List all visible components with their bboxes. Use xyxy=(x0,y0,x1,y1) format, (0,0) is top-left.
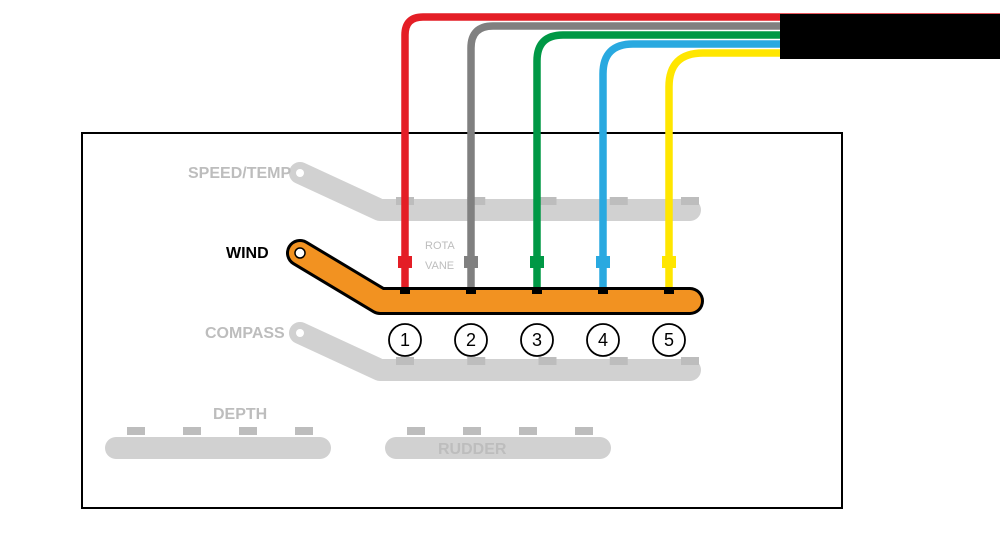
svg-text:5: 5 xyxy=(664,330,674,350)
svg-text:1: 1 xyxy=(400,330,410,350)
port-number-1: 1 xyxy=(389,324,421,356)
svg-text:4: 4 xyxy=(598,330,608,350)
sublabel-vane: VANE xyxy=(425,260,454,272)
label-speed-temp: SPEED/TEMP xyxy=(188,165,291,182)
label-wind: WIND xyxy=(226,245,269,262)
port-marker-3 xyxy=(530,256,544,268)
cable-sheath xyxy=(780,14,1000,59)
port-marker-1 xyxy=(398,256,412,268)
port-marker-4 xyxy=(596,256,610,268)
svg-text:2: 2 xyxy=(466,330,476,350)
port-number-5: 5 xyxy=(653,324,685,356)
port-number-4: 4 xyxy=(587,324,619,356)
port-marker-2 xyxy=(464,256,478,268)
port-marker-5 xyxy=(662,256,676,268)
sublabel-rota: ROTA xyxy=(425,240,455,252)
port-number-3: 3 xyxy=(521,324,553,356)
label-compass: COMPASS xyxy=(205,325,285,342)
port-number-2: 2 xyxy=(455,324,487,356)
svg-text:3: 3 xyxy=(532,330,542,350)
label-rudder: RUDDER xyxy=(438,441,507,458)
label-depth: DEPTH xyxy=(213,406,267,423)
